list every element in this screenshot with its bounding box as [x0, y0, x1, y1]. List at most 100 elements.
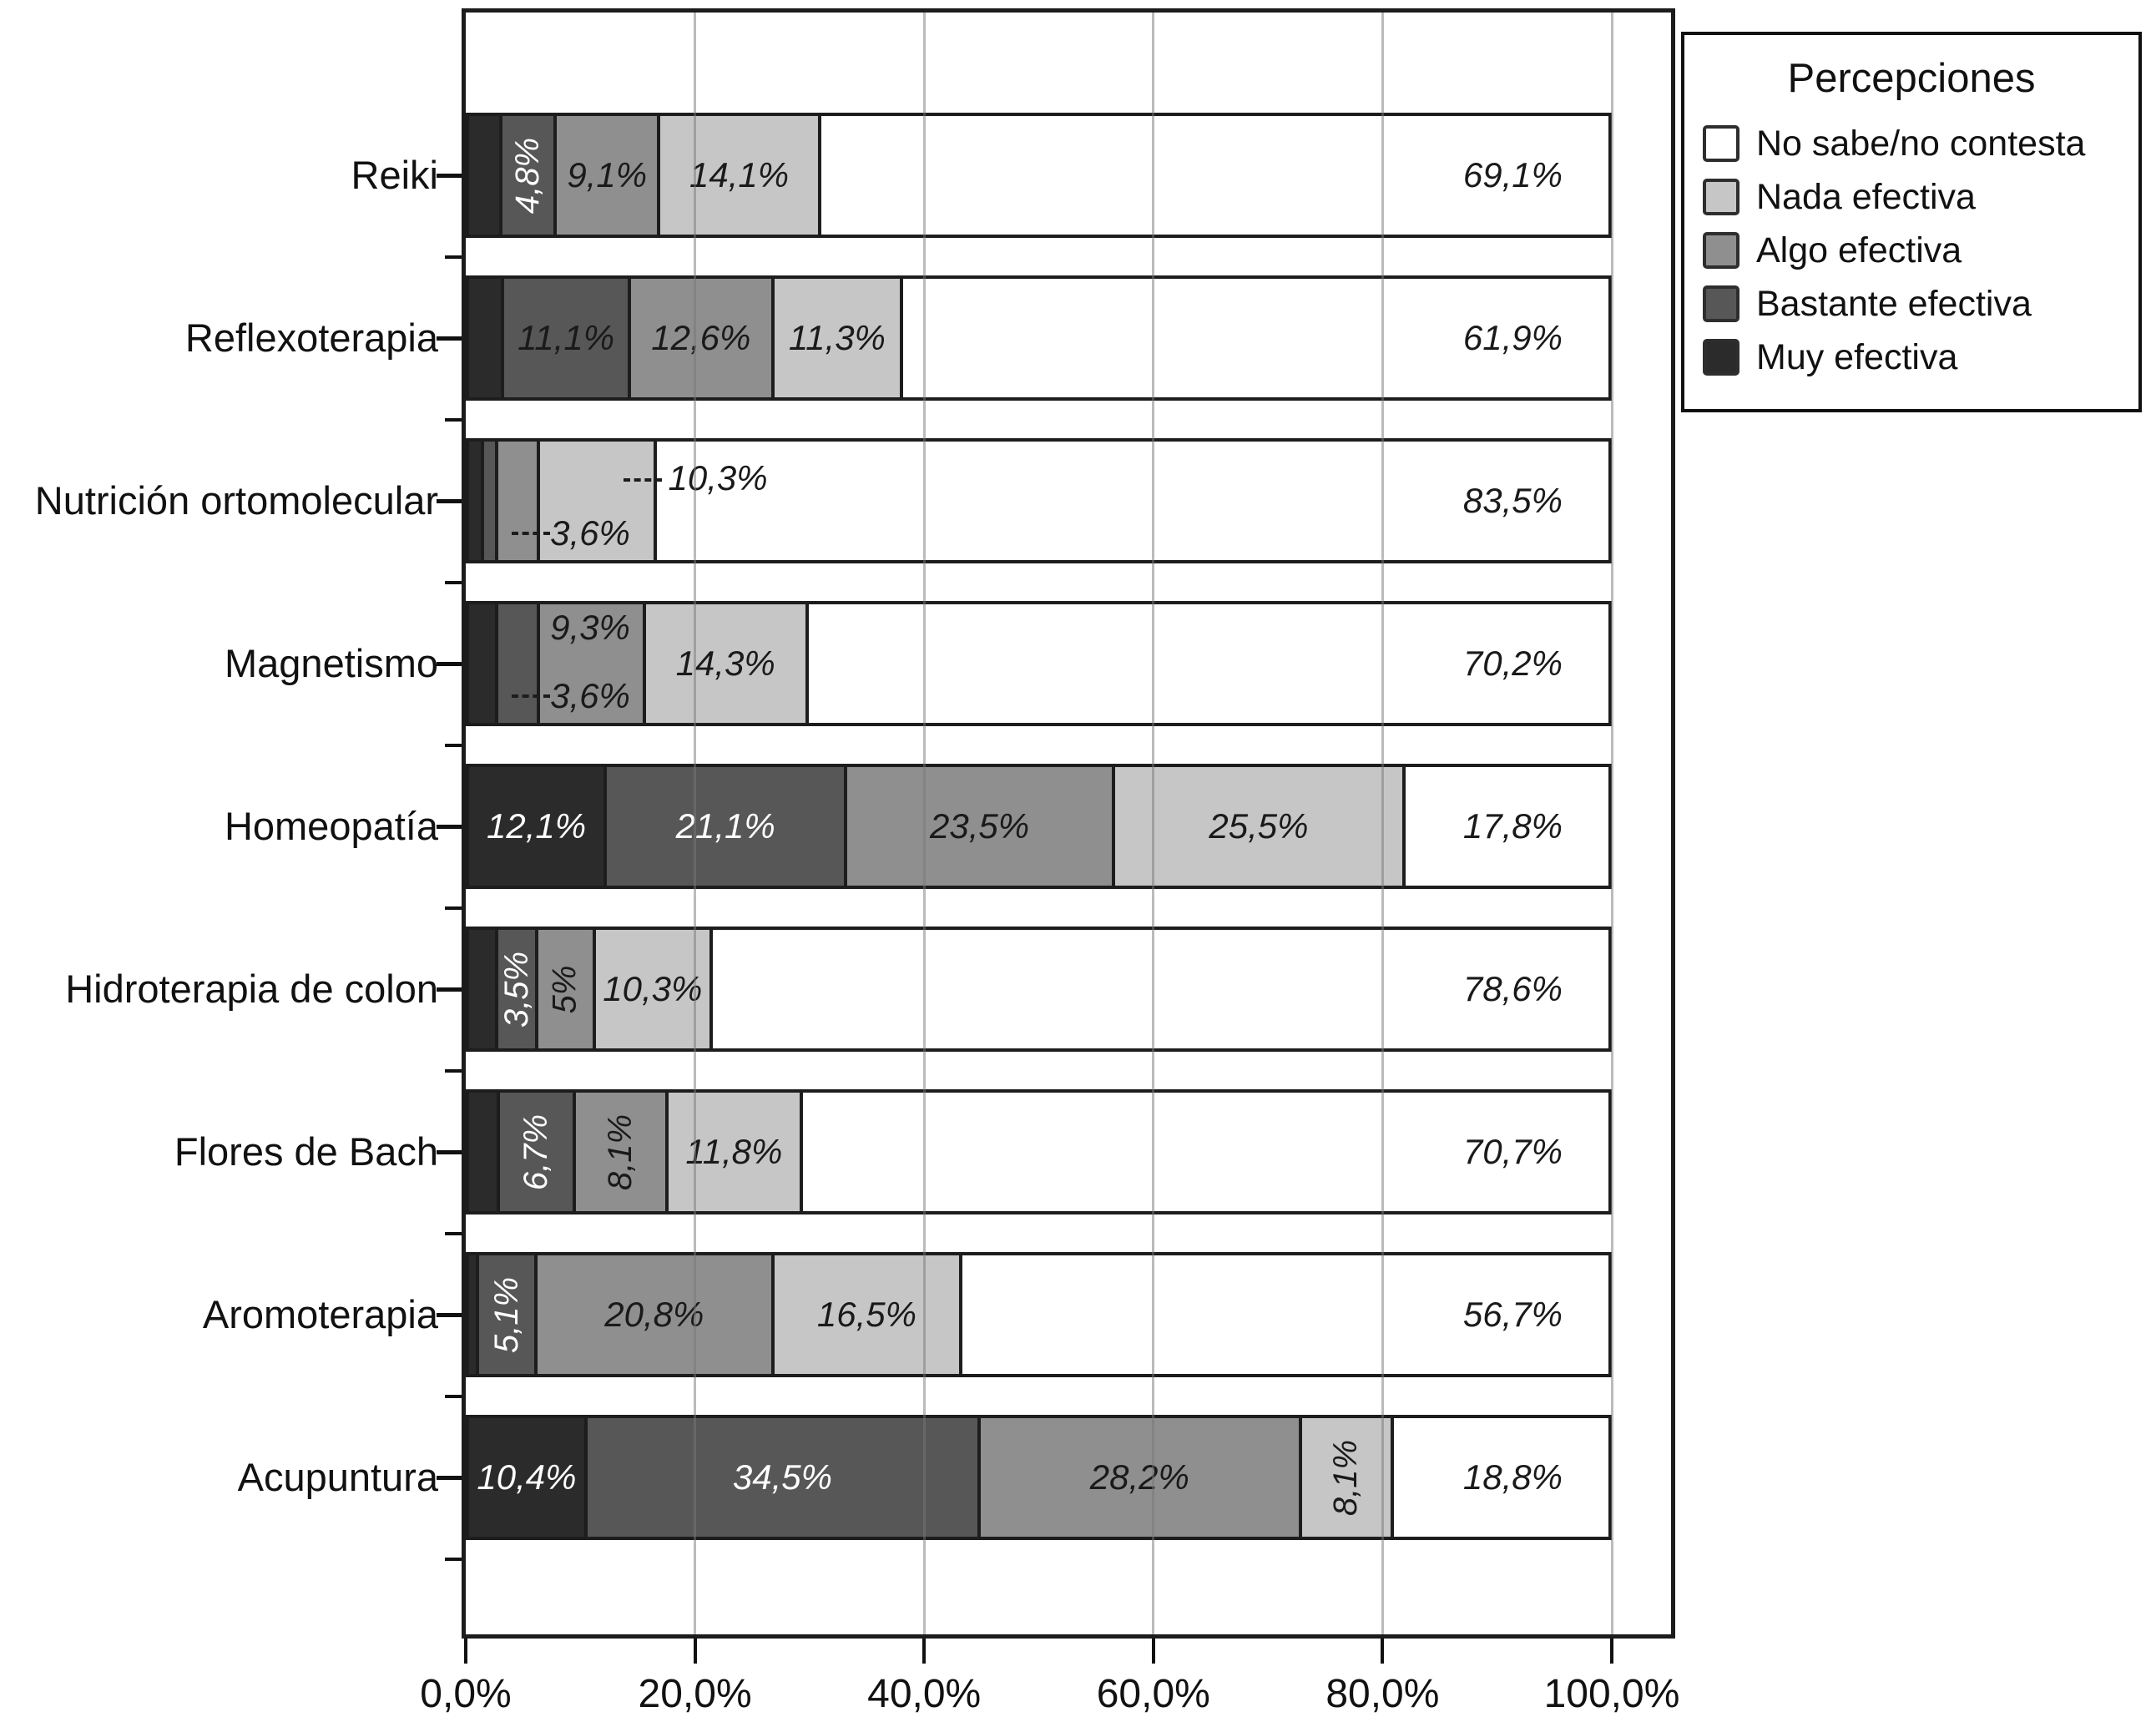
segment-muy	[469, 1255, 480, 1374]
segment-label-floating: 3,6%	[550, 676, 630, 715]
category-label-homeopatia: Homeopatía	[224, 804, 438, 848]
bar-row-nutricion-ortomolecular: 83,5% 3,6% 10,3%	[466, 438, 1612, 563]
segment-algo: 8,1%	[576, 1093, 669, 1211]
legend: Percepciones No sabe/no contesta Nada efe…	[1681, 32, 2142, 412]
legend-swatch-bastante	[1703, 285, 1739, 322]
segment-nada: 11,3%	[774, 279, 904, 397]
segment-bastante: 4,8%	[502, 116, 558, 235]
legend-item-no_sabe: No sabe/no contesta	[1703, 122, 2120, 165]
segment-nada: 25,5%	[1114, 767, 1406, 886]
x-tick-label-80: 80,0%	[1325, 1672, 1440, 1716]
segment-bastante: 21,1%	[607, 767, 848, 886]
y-tick-reflexoterapia	[437, 336, 462, 341]
category-label-acupuntura: Acupuntura	[237, 1455, 438, 1499]
bar-flores-de-bach: 6,7% 8,1% 11,8% 70,7%	[466, 1089, 1612, 1214]
segment-label: 69,1%	[1462, 155, 1563, 194]
segment-no_sabe: 17,8%	[1405, 767, 1608, 886]
segment-algo: 23,5%	[847, 767, 1115, 886]
x-tick-100	[1610, 1639, 1613, 1664]
x-tick-label-0: 0,0%	[420, 1672, 512, 1716]
segment-muy	[469, 930, 499, 1048]
segment-algo: 20,8%	[537, 1255, 775, 1374]
leader-line	[512, 532, 551, 535]
segment-bastante: 3,5%	[498, 930, 539, 1048]
y-tick-aromoterapia	[437, 1312, 462, 1317]
segment-label: 78,6%	[1462, 969, 1563, 1008]
y-tick-minor	[445, 1231, 462, 1235]
segment-nada: 14,3%	[645, 604, 809, 723]
bar-row-homeopatia: 12,1% 21,1% 23,5% 25,5% 17,8%	[466, 764, 1612, 889]
segment-label: 11,3%	[788, 318, 886, 357]
segment-no_sabe: 56,7%	[962, 1255, 1608, 1374]
legend-label-nada: Nada efectiva	[1756, 177, 1976, 217]
x-tick-label-20: 20,0%	[638, 1672, 752, 1716]
segment-label: 4,8%	[508, 137, 546, 214]
segment-label: 61,9%	[1462, 318, 1563, 357]
bar-aromoterapia: 5,1% 20,8% 16,5% 56,7%	[466, 1252, 1612, 1377]
category-label-hidroterapia-de-colon: Hidroterapia de colon	[65, 967, 438, 1011]
y-tick-minor	[445, 580, 462, 584]
y-tick-minor	[445, 906, 462, 910]
legend-swatch-muy	[1703, 339, 1739, 376]
segment-label: 56,7%	[1462, 1295, 1563, 1334]
segment-bastante	[483, 442, 499, 560]
segment-no_sabe: 69,1%	[820, 116, 1608, 235]
legend-items: No sabe/no contesta Nada efectiva Algo efe…	[1703, 122, 2120, 379]
bar-row-reiki: 4,8% 9,1% 14,1% 69,1%	[466, 113, 1612, 238]
segment-label: 18,8%	[1462, 1457, 1563, 1497]
segment-muy	[469, 1093, 500, 1211]
segment-label: 23,5%	[929, 806, 1030, 846]
y-tick-magnetismo	[437, 661, 462, 666]
segment-label: 25,5%	[1209, 806, 1309, 846]
segment-no_sabe: 61,9%	[903, 279, 1608, 397]
segment-label: 11,8%	[685, 1132, 783, 1171]
x-tick-label-40: 40,0%	[867, 1672, 982, 1716]
leader-line	[623, 478, 662, 482]
category-label-reflexoterapia: Reflexoterapia	[184, 316, 438, 360]
y-tick-nutricion-ortomolecular	[437, 498, 462, 503]
legend-label-algo: Algo efectiva	[1756, 230, 1962, 270]
x-tick-80	[1381, 1639, 1385, 1664]
segment-algo	[539, 604, 646, 723]
y-tick-minor	[445, 1557, 462, 1561]
segment-algo	[498, 442, 540, 560]
segment-label: 16,5%	[816, 1295, 916, 1334]
segment-nada: 16,5%	[774, 1255, 963, 1374]
segment-label: 5,1%	[487, 1276, 525, 1353]
y-tick-minor	[445, 417, 462, 422]
bar-homeopatia: 12,1% 21,1% 23,5% 25,5% 17,8%	[466, 764, 1612, 889]
segment-no_sabe: 18,8%	[1394, 1418, 1608, 1537]
segment-label: 10,3%	[603, 969, 703, 1008]
segment-label-floating: 10,3%	[668, 458, 768, 497]
segment-label: 34,5%	[732, 1457, 832, 1497]
segment-nada: 11,8%	[668, 1093, 803, 1211]
y-tick-minor	[445, 1394, 462, 1398]
segment-muy	[469, 442, 484, 560]
segment-muy	[469, 604, 499, 723]
bar-magnetismo: 14,3% 70,2%	[466, 601, 1612, 726]
segment-label-floating: 3,6%	[550, 513, 630, 553]
x-tick-40	[922, 1639, 927, 1664]
segment-bastante: 34,5%	[587, 1418, 981, 1537]
legend-item-nada: Nada efectiva	[1703, 175, 2120, 219]
segment-label: 6,7%	[518, 1113, 555, 1190]
bar-row-acupuntura: 10,4% 34,5% 28,2% 8,1% 18,8%	[466, 1415, 1612, 1540]
gridline-40	[922, 13, 926, 1634]
segment-muy	[469, 279, 505, 397]
legend-label-muy: Muy efectiva	[1756, 337, 1958, 377]
segment-algo: 9,1%	[557, 116, 661, 235]
category-label-nutricion-ortomolecular: Nutrición ortomolecular	[34, 478, 438, 523]
segment-label: 14,1%	[689, 155, 790, 194]
segment-label: 5%	[546, 965, 583, 1013]
segment-label: 70,7%	[1462, 1132, 1563, 1171]
legend-label-bastante: Bastante efectiva	[1756, 284, 2032, 324]
y-tick-flores-de-bach	[437, 1149, 462, 1154]
segment-nada: 8,1%	[1301, 1418, 1395, 1537]
y-tick-minor	[445, 743, 462, 747]
bar-hidroterapia-de-colon: 3,5% 5% 10,3% 78,6%	[466, 927, 1612, 1052]
bar-reiki: 4,8% 9,1% 14,1% 69,1%	[466, 113, 1612, 238]
segment-nada	[539, 442, 658, 560]
legend-swatch-no_sabe	[1703, 125, 1739, 162]
segment-label: 8,1%	[602, 1113, 639, 1190]
